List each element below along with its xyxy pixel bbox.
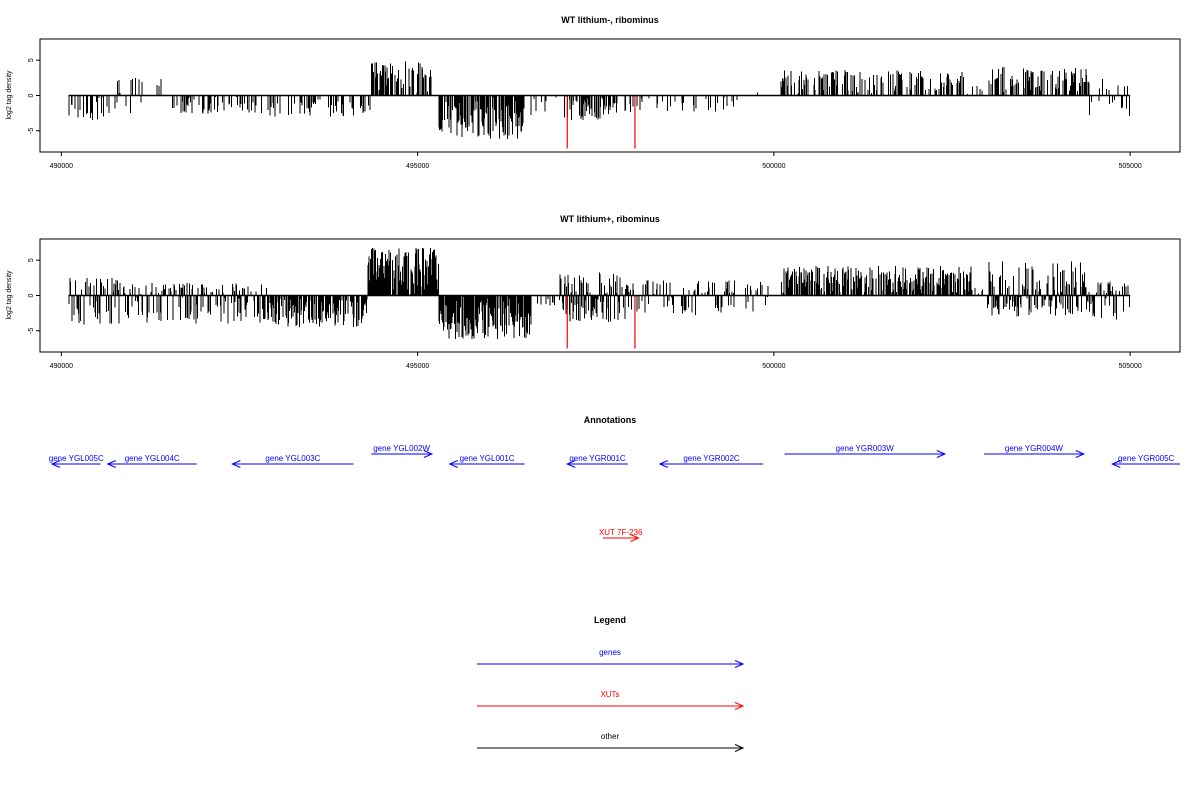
x-tick-label: 490000 xyxy=(50,363,73,370)
annotation-feature: gene YGL005C xyxy=(49,454,104,468)
feature-label: gene YGR001C xyxy=(569,454,626,463)
feature-label: gene YGR004W xyxy=(1005,444,1064,453)
feature-arrow-head xyxy=(1111,460,1121,468)
track-panel-lithium-minus: WT lithium-, ribominus log2 tag density … xyxy=(6,15,1181,170)
feature-label: XUT 7F-236 xyxy=(599,528,643,537)
y-tick-label: 0 xyxy=(28,293,35,297)
x-tick-label: 490000 xyxy=(50,163,73,170)
panel-title: WT lithium+, ribominus xyxy=(560,214,660,224)
annotations-title: Annotations xyxy=(584,415,637,425)
y-tick-label: 5 xyxy=(28,58,35,62)
x-tick-label: 495000 xyxy=(406,363,429,370)
annotation-feature: gene YGR003W xyxy=(784,444,947,458)
x-tick-label: 500000 xyxy=(762,163,785,170)
feature-arrow-head xyxy=(630,534,640,542)
annotation-feature: gene YGR005C xyxy=(1111,454,1180,468)
y-tick-label: 5 xyxy=(28,258,35,262)
y-axis: -5 0 5 xyxy=(28,258,40,334)
y-axis-label: log2 tag density xyxy=(6,270,13,320)
x-tick-label: 495000 xyxy=(406,163,429,170)
y-tick-label: 0 xyxy=(28,93,35,97)
x-tick-label: 500000 xyxy=(762,363,785,370)
x-tick-label: 505000 xyxy=(1118,163,1141,170)
legend-items: genes XUTs other xyxy=(477,648,745,752)
feature-arrow-head xyxy=(566,460,576,468)
annotation-feature: gene YGR001C xyxy=(566,454,628,468)
legend-item: genes xyxy=(477,648,745,668)
legend-arrow-head xyxy=(734,744,745,752)
legend-label: other xyxy=(601,732,620,741)
annotation-feature: XUT 7F-236 xyxy=(599,528,643,542)
x-axis: 490000 495000 500000 505000 xyxy=(50,152,1142,170)
legend-item: other xyxy=(477,732,745,752)
legend: Legend genes XUTs other xyxy=(477,615,745,752)
panel-title: WT lithium-, ribominus xyxy=(561,15,659,25)
y-tick-label: -5 xyxy=(28,128,35,134)
feature-label: gene YGR003W xyxy=(836,444,895,453)
feature-label: gene YGL002W xyxy=(373,444,430,453)
annotation-feature: gene YGR002C xyxy=(658,454,764,468)
feature-arrow-head xyxy=(658,460,669,468)
feature-arrow-head xyxy=(50,460,61,468)
feature-label: gene YGL003C xyxy=(265,454,320,463)
y-axis: -5 0 5 xyxy=(28,58,40,134)
highlight-bars xyxy=(566,95,636,149)
legend-label: XUTs xyxy=(600,690,619,699)
density-bar-series xyxy=(68,61,1130,139)
feature-arrow-head xyxy=(231,460,241,468)
track-panel-lithium-plus: WT lithium+, ribominus log2 tag density … xyxy=(6,214,1181,370)
annotation-feature: gene YGL001C xyxy=(448,454,525,468)
feature-arrow-head xyxy=(1075,450,1086,458)
legend-item: XUTs xyxy=(477,690,745,710)
feature-label: gene YGR005C xyxy=(1118,454,1175,463)
x-axis: 490000 495000 500000 505000 xyxy=(50,352,1142,370)
highlight-bars xyxy=(566,295,636,349)
feature-label: gene YGL004C xyxy=(125,454,180,463)
feature-arrow-head xyxy=(423,450,434,458)
feature-label: gene YGL005C xyxy=(49,454,104,463)
legend-arrow-head xyxy=(734,660,745,668)
annotation-feature: gene YGL004C xyxy=(106,454,197,468)
feature-label: gene YGL001C xyxy=(460,454,515,463)
legend-title: Legend xyxy=(594,615,626,625)
y-axis-label: log2 tag density xyxy=(6,70,13,120)
annotations-panel: Annotations gene YGL005C gene YGL004C gene… xyxy=(49,415,1180,542)
annotation-features: gene YGL005C gene YGL004C gene YGL003C gene… xyxy=(49,444,1180,542)
legend-arrow-head xyxy=(734,702,745,710)
y-tick-label: -5 xyxy=(28,328,35,334)
annotation-feature: gene YGR004W xyxy=(984,444,1086,458)
feature-arrow-head xyxy=(448,460,458,468)
feature-arrow-head xyxy=(106,460,116,468)
density-bars xyxy=(68,61,1130,139)
annotation-feature: gene YGL002W xyxy=(371,444,434,458)
x-tick-label: 505000 xyxy=(1118,363,1141,370)
annotation-feature: gene YGL003C xyxy=(231,454,354,468)
feature-arrow-head xyxy=(936,450,947,458)
legend-label: genes xyxy=(599,648,621,657)
feature-label: gene YGR002C xyxy=(683,454,740,463)
